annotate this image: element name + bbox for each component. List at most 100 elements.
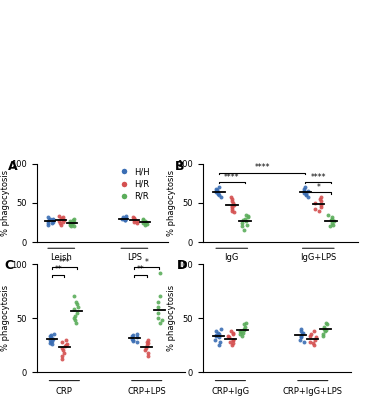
Point — [123, 213, 129, 220]
Text: C: C — [4, 258, 14, 272]
Point — [71, 223, 77, 230]
Point — [67, 220, 73, 226]
Point — [213, 328, 219, 334]
Point — [301, 338, 307, 345]
Text: D: D — [176, 258, 187, 272]
Point — [143, 218, 149, 225]
Point — [131, 217, 137, 223]
Point — [237, 331, 243, 337]
Text: LPS: LPS — [127, 253, 142, 262]
Point — [303, 190, 309, 197]
Point — [71, 293, 77, 300]
Text: *: * — [316, 183, 320, 192]
Point — [213, 186, 219, 192]
Point — [244, 222, 250, 228]
Point — [155, 315, 161, 321]
Text: CRP: CRP — [56, 387, 73, 396]
Text: ****: **** — [224, 172, 239, 182]
Point — [300, 330, 306, 336]
Point — [144, 338, 150, 345]
Point — [318, 201, 324, 208]
Point — [134, 331, 140, 337]
Point — [73, 298, 79, 305]
Point — [213, 332, 218, 338]
Point — [312, 200, 318, 206]
Point — [230, 336, 236, 343]
Point — [48, 338, 54, 345]
Point — [329, 215, 335, 222]
Point — [242, 326, 248, 332]
Point — [329, 214, 335, 220]
Point — [218, 194, 224, 200]
Point — [129, 333, 135, 340]
Point — [322, 328, 328, 334]
Point — [310, 340, 316, 346]
Point — [301, 186, 307, 192]
Point — [318, 198, 324, 205]
Text: A: A — [8, 160, 18, 173]
Point — [239, 219, 245, 226]
Point — [73, 320, 79, 326]
Point — [239, 223, 245, 230]
Point — [242, 324, 248, 330]
Point — [228, 328, 234, 334]
Text: CRP+LPS: CRP+LPS — [127, 387, 166, 396]
Point — [159, 317, 165, 323]
Point — [59, 356, 65, 362]
Point — [299, 326, 304, 332]
Point — [228, 208, 234, 214]
Point — [229, 203, 235, 209]
Point — [56, 213, 62, 220]
Point — [134, 338, 140, 345]
Point — [69, 221, 75, 227]
Point — [231, 209, 237, 216]
Point — [308, 331, 314, 337]
Point — [311, 342, 317, 348]
Point — [130, 336, 136, 343]
Point — [241, 227, 247, 234]
Point — [45, 220, 51, 226]
Point — [142, 347, 148, 354]
Point — [213, 187, 219, 194]
Point — [240, 330, 246, 336]
Text: **: ** — [54, 265, 62, 274]
Text: *: * — [145, 258, 149, 267]
Point — [318, 194, 324, 200]
Point — [157, 270, 163, 276]
Point — [131, 215, 137, 222]
Point — [45, 218, 51, 224]
Point — [213, 189, 219, 195]
Point — [145, 353, 151, 359]
Text: ****: **** — [311, 172, 326, 182]
Point — [318, 204, 324, 210]
Point — [67, 218, 73, 224]
Point — [212, 336, 218, 343]
Point — [49, 219, 55, 226]
Point — [142, 222, 148, 228]
Point — [307, 338, 313, 345]
Point — [145, 349, 151, 356]
Point — [49, 218, 55, 225]
Point — [122, 215, 128, 222]
Point — [142, 218, 148, 224]
Point — [144, 342, 150, 348]
Point — [215, 330, 221, 336]
Y-axis label: % phagocytosis: % phagocytosis — [1, 170, 10, 236]
Point — [134, 334, 139, 341]
Point — [238, 329, 244, 335]
Point — [59, 353, 65, 359]
Point — [60, 347, 66, 354]
Point — [327, 223, 333, 230]
Point — [155, 304, 161, 310]
Point — [231, 201, 237, 208]
Point — [45, 214, 51, 220]
Point — [71, 315, 77, 321]
Point — [214, 188, 220, 194]
Point — [226, 334, 232, 341]
Point — [63, 342, 69, 348]
Point — [218, 326, 224, 332]
Point — [58, 215, 64, 221]
Point — [50, 217, 56, 223]
Point — [123, 215, 129, 221]
Point — [121, 217, 127, 223]
